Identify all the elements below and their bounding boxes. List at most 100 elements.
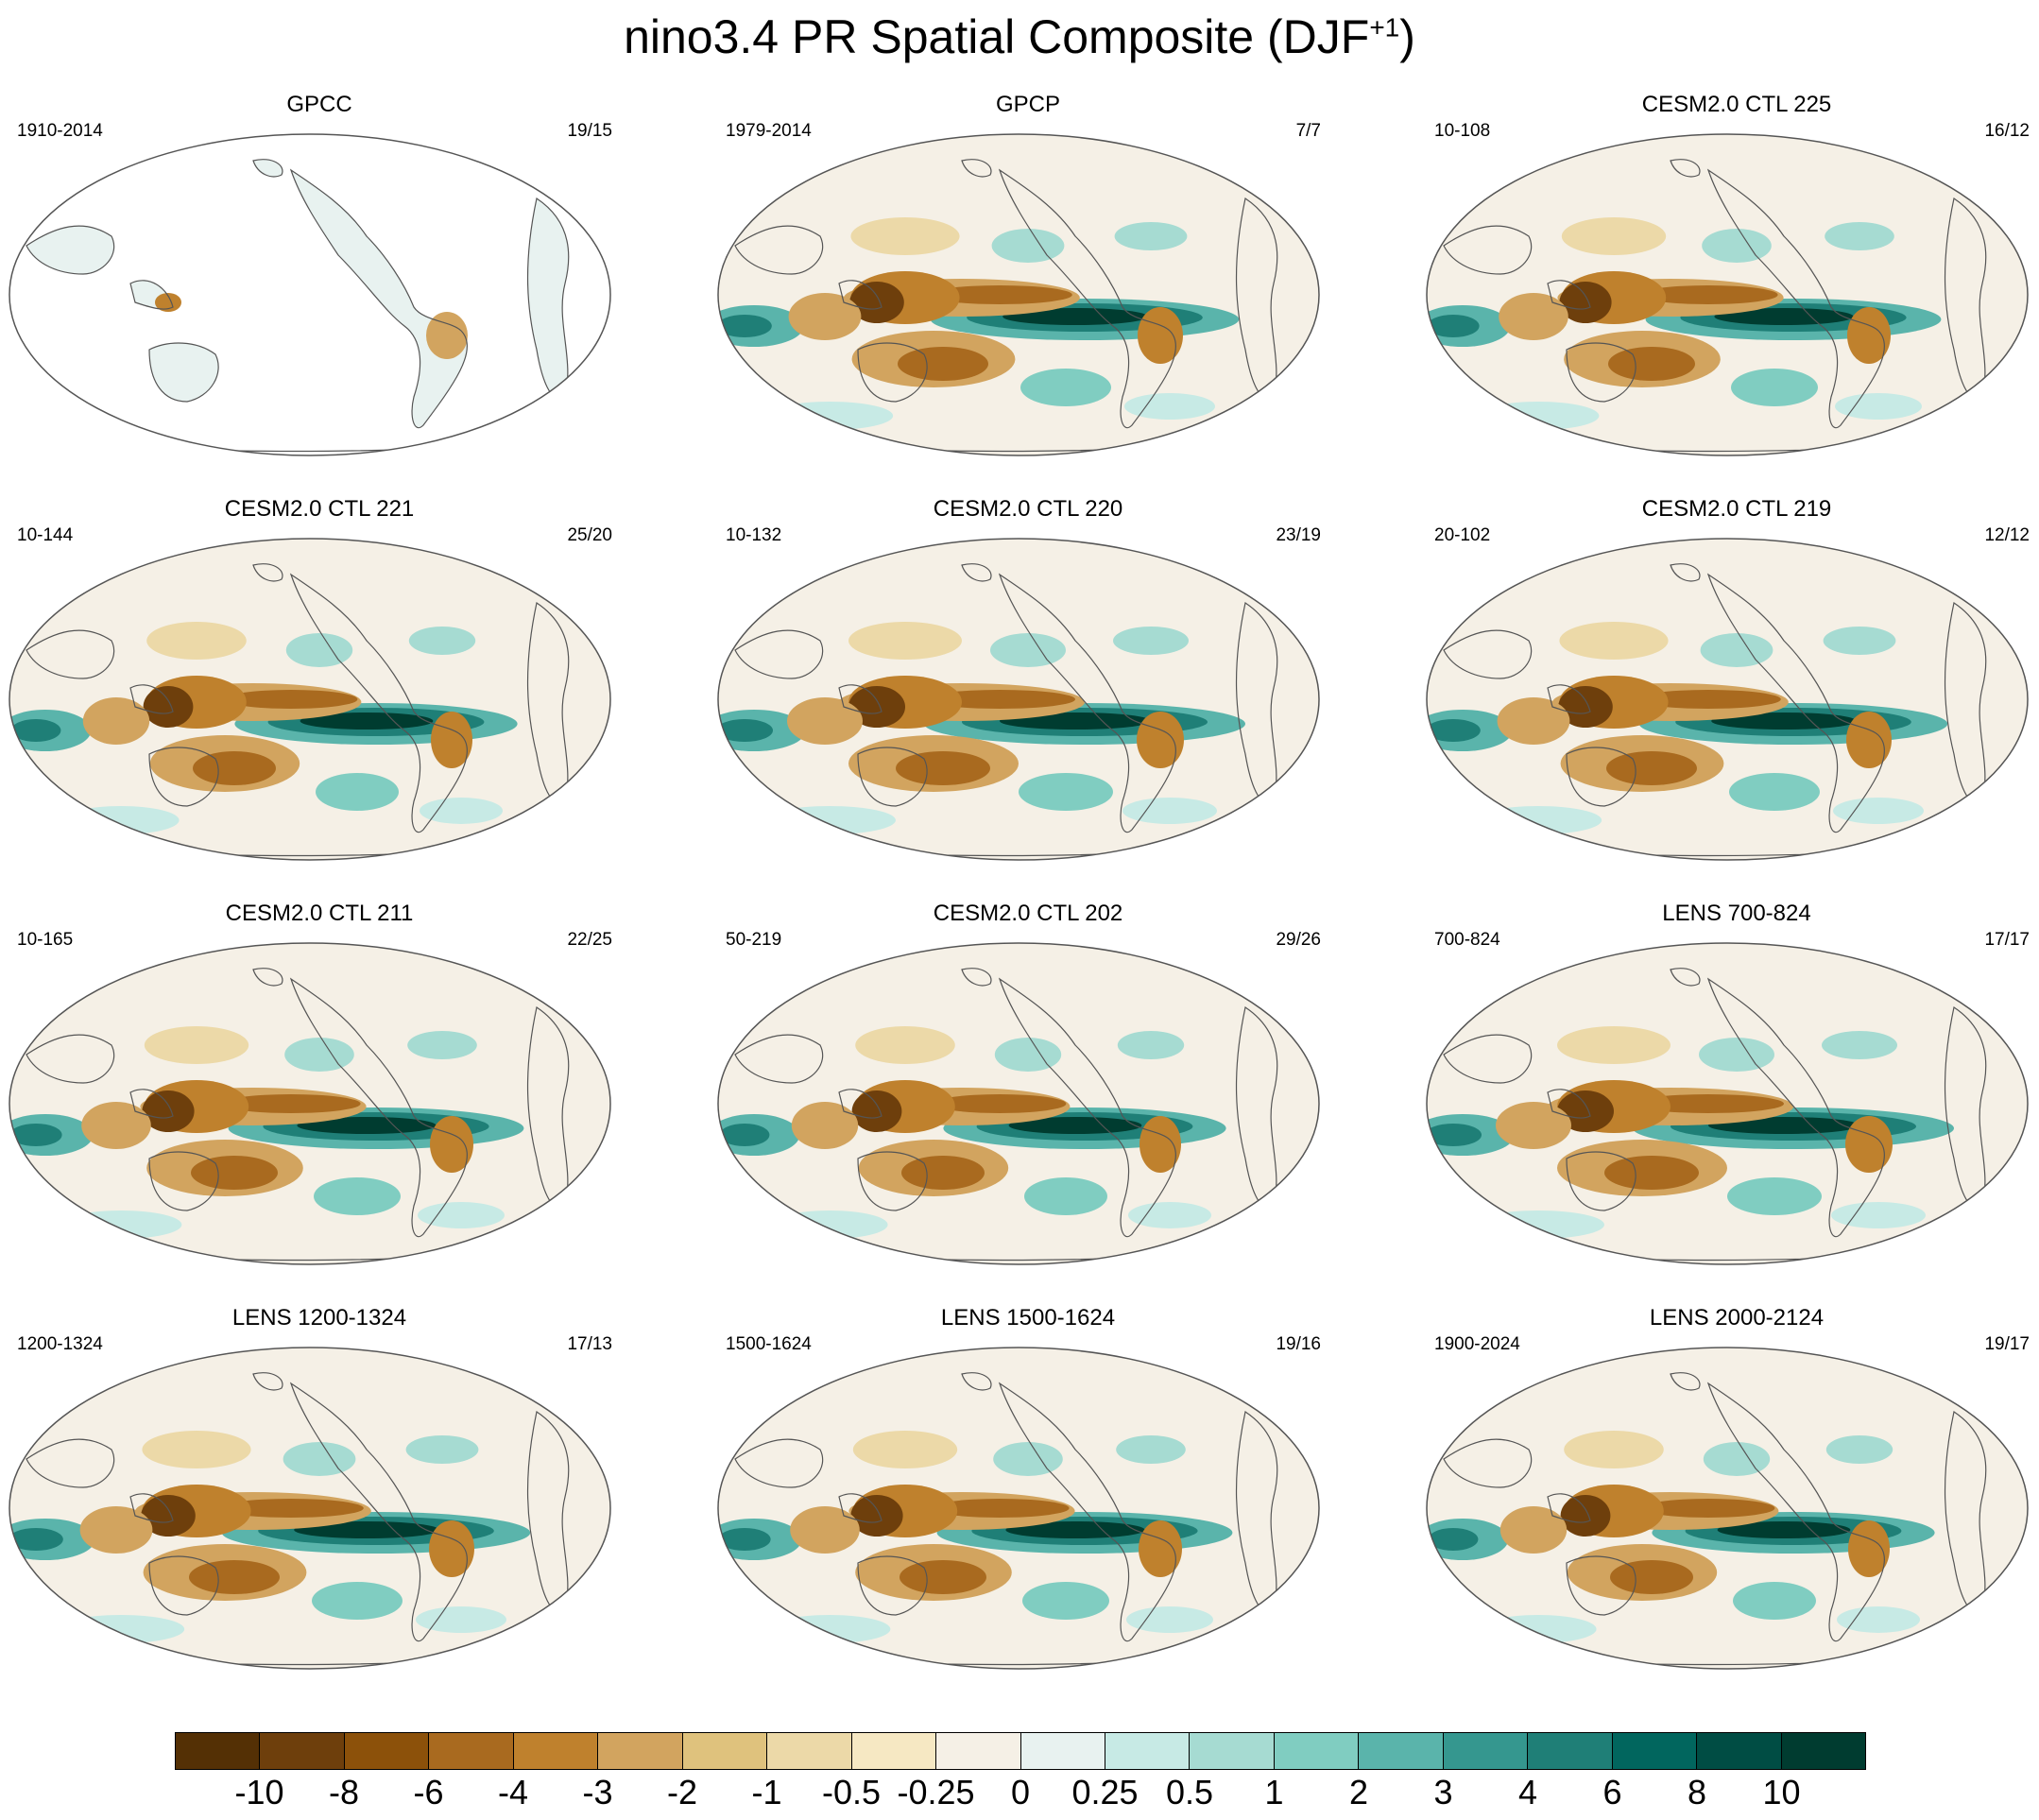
anomaly-region — [718, 315, 772, 337]
panel-title: CESM2.0 CTL 225 — [1641, 92, 1832, 117]
anomaly-region — [1559, 622, 1669, 660]
anomaly-region — [991, 229, 1065, 263]
colorbar-tick-label: 0.25 — [1071, 1773, 1139, 1811]
anomaly-region — [900, 1560, 986, 1594]
map-panel: LENS 700-824 700-824 17/17 — [1425, 901, 2039, 1319]
anomaly-region — [1427, 315, 1480, 337]
panel-period: 20-102 — [1434, 525, 1491, 545]
anomaly-region — [407, 1031, 477, 1059]
anomaly-region — [312, 1582, 403, 1620]
anomaly-region — [1700, 633, 1773, 667]
anomaly-region — [191, 1156, 278, 1190]
anomaly-region — [314, 1177, 401, 1215]
anomaly-region — [765, 402, 894, 430]
panel-event-count: 7/7 — [1295, 121, 1321, 141]
map-panel: LENS 1500-1624 1500-1624 19/16 — [716, 1305, 1340, 1724]
anomaly-region — [852, 1431, 958, 1468]
anomaly-region — [218, 1499, 364, 1518]
anomaly-region — [1002, 308, 1148, 325]
colorbar-tick-label: -6 — [413, 1773, 444, 1811]
panel-period: 1979-2014 — [726, 121, 812, 141]
global-precip-map — [717, 1347, 1320, 1670]
anomaly-region — [1641, 1499, 1775, 1518]
colorbar-swatch — [851, 1733, 937, 1769]
anomaly-region — [10, 719, 61, 742]
anomaly-region — [1114, 222, 1188, 250]
panel-event-count: 12/12 — [1984, 525, 2030, 545]
colorbar-swatch — [1697, 1733, 1782, 1769]
anomaly-region — [1823, 627, 1896, 655]
anomaly-region — [927, 285, 1072, 304]
anomaly-region — [924, 690, 1075, 709]
global-precip-map — [1426, 133, 2029, 456]
colorbar-tick-label: 8 — [1687, 1773, 1707, 1811]
anomaly-region — [771, 1210, 888, 1239]
colorbar-tick-label: 4 — [1517, 1773, 1538, 1811]
anomaly-region — [933, 1094, 1067, 1113]
colorbar-swatch — [682, 1733, 768, 1769]
anomaly-region — [1561, 217, 1667, 255]
anomaly-region — [283, 1442, 356, 1476]
global-precip-map — [717, 942, 1320, 1265]
anomaly-region — [1711, 713, 1857, 730]
colorbar-swatch — [1781, 1733, 1866, 1769]
anomaly-region — [284, 1038, 354, 1072]
colorbar-swatch — [1190, 1733, 1275, 1769]
anomaly-region — [416, 1606, 506, 1633]
colorbar-swatch — [1274, 1733, 1360, 1769]
panel-title: CESM2.0 CTL 202 — [933, 901, 1123, 926]
global-precip-map — [9, 133, 611, 456]
anomaly-region — [993, 1442, 1063, 1476]
anomaly-region — [1499, 1506, 1568, 1554]
colorbar-swatch — [1443, 1733, 1529, 1769]
map-panel: GPCC 1910-2014 19/15 — [8, 92, 631, 510]
anomaly-region — [1122, 798, 1217, 824]
anomaly-region — [79, 1506, 153, 1554]
panel-title: CESM2.0 CTL 221 — [224, 496, 415, 522]
anomaly-region — [1717, 1521, 1851, 1538]
anomaly-region — [1113, 627, 1189, 655]
panel-event-count: 19/16 — [1276, 1334, 1321, 1354]
anomaly-region — [221, 1094, 361, 1113]
anomaly-region — [143, 686, 194, 728]
anomaly-region — [930, 1499, 1070, 1518]
anomaly-region — [1128, 1202, 1211, 1228]
anomaly-region — [297, 1117, 437, 1134]
global-precip-map — [717, 538, 1320, 861]
anomaly-region — [1137, 712, 1184, 768]
anomaly-region — [1604, 1156, 1699, 1190]
anomaly-region — [285, 633, 353, 667]
anomaly-region — [1559, 282, 1612, 323]
anomaly-region — [408, 627, 476, 655]
anomaly-region — [294, 1521, 439, 1538]
panel-period: 1500-1624 — [726, 1334, 812, 1354]
panel-title: CESM2.0 CTL 220 — [933, 496, 1123, 522]
panel-event-count: 17/17 — [1984, 930, 2030, 950]
anomaly-region — [1822, 1031, 1897, 1059]
anomaly-region — [849, 282, 904, 323]
anomaly-region — [787, 697, 863, 745]
colorbar-tick-label: -0.5 — [821, 1773, 882, 1811]
anomaly-region — [1427, 1124, 1482, 1146]
map-panel: CESM2.0 CTL 202 50-219 29/26 — [716, 901, 1340, 1319]
anomaly-region — [146, 622, 247, 660]
anomaly-region — [1139, 1520, 1182, 1577]
anomaly-region — [768, 1615, 891, 1643]
global-precip-map — [1426, 1347, 2029, 1670]
panel-period: 10-108 — [1434, 121, 1491, 141]
anomaly-region — [763, 806, 896, 834]
colorbar-tick-label: -0.25 — [897, 1773, 975, 1811]
map-panel: LENS 1200-1324 1200-1324 17/13 — [8, 1305, 631, 1724]
global-precip-map — [1426, 538, 2029, 861]
anomaly-region — [1024, 1177, 1107, 1215]
colorbar-swatch — [1359, 1733, 1444, 1769]
anomaly-region — [1560, 1495, 1611, 1537]
anomaly-region — [81, 1102, 151, 1149]
panel-title: LENS 700-824 — [1662, 901, 1811, 926]
anomaly-region — [316, 773, 399, 811]
colorbar-swatch — [1020, 1733, 1105, 1769]
anomaly-region — [57, 1615, 185, 1643]
anomaly-region — [1557, 1090, 1614, 1132]
anomaly-region — [62, 806, 180, 834]
anomaly-region — [1703, 1442, 1771, 1476]
